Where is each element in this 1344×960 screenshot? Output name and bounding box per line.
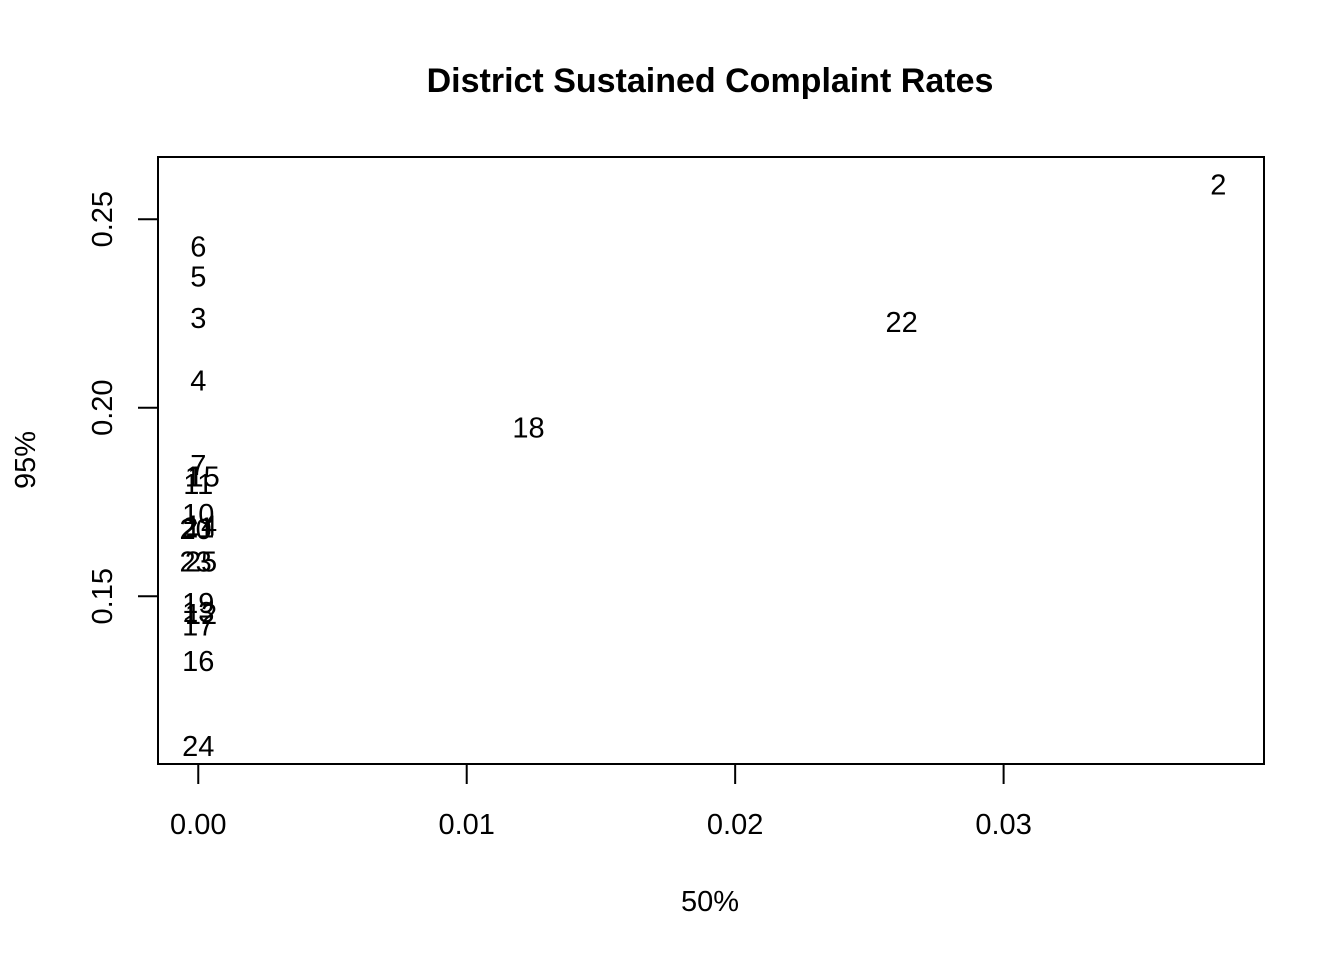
point-label: 21 [182, 512, 214, 544]
point-label: 15 [188, 461, 220, 493]
point-label: 25 [185, 546, 217, 578]
point-label: 4 [190, 365, 206, 397]
x-axis: 0.00 0.01 0.02 0.03 [170, 763, 1032, 841]
x-tick-label: 0.03 [975, 809, 1031, 841]
x-tick-label: 0.02 [707, 809, 763, 841]
point-label: 6 [190, 231, 206, 263]
point-label: 7 [190, 450, 206, 482]
point-label: 13 [182, 597, 214, 629]
y-tick-label: 0.25 [87, 191, 119, 247]
point-label: 18 [512, 412, 544, 444]
point-label: 10 [182, 499, 214, 531]
point-label: 20 [179, 514, 211, 546]
point-label: 22 [885, 307, 917, 339]
point-label: 1 [185, 461, 201, 493]
point-label: 5 [190, 262, 206, 294]
plot-frame [157, 156, 1265, 765]
x-tick-label: 0.01 [438, 809, 494, 841]
point-label: 12 [185, 599, 217, 631]
y-axis: 0.15 0.20 0.25 [87, 191, 159, 624]
point-label: 14 [185, 510, 217, 542]
point-label: 2 [1210, 169, 1226, 201]
y-tick-label: 0.15 [87, 568, 119, 624]
point-label: 23 [179, 546, 211, 578]
chart-title: District Sustained Complaint Rates [427, 62, 994, 100]
point-label: 24 [182, 731, 214, 763]
y-tick-label: 0.20 [87, 379, 119, 435]
point-label: 11 [183, 469, 213, 501]
y-axis-label: 95% [10, 431, 42, 489]
point-label: 3 [190, 303, 206, 335]
point-label: 16 [182, 646, 214, 678]
x-axis-label: 50% [681, 886, 739, 918]
x-tick-label: 0.00 [170, 809, 226, 841]
point-label: 19 [182, 588, 214, 620]
point-label: 17 [182, 610, 214, 642]
